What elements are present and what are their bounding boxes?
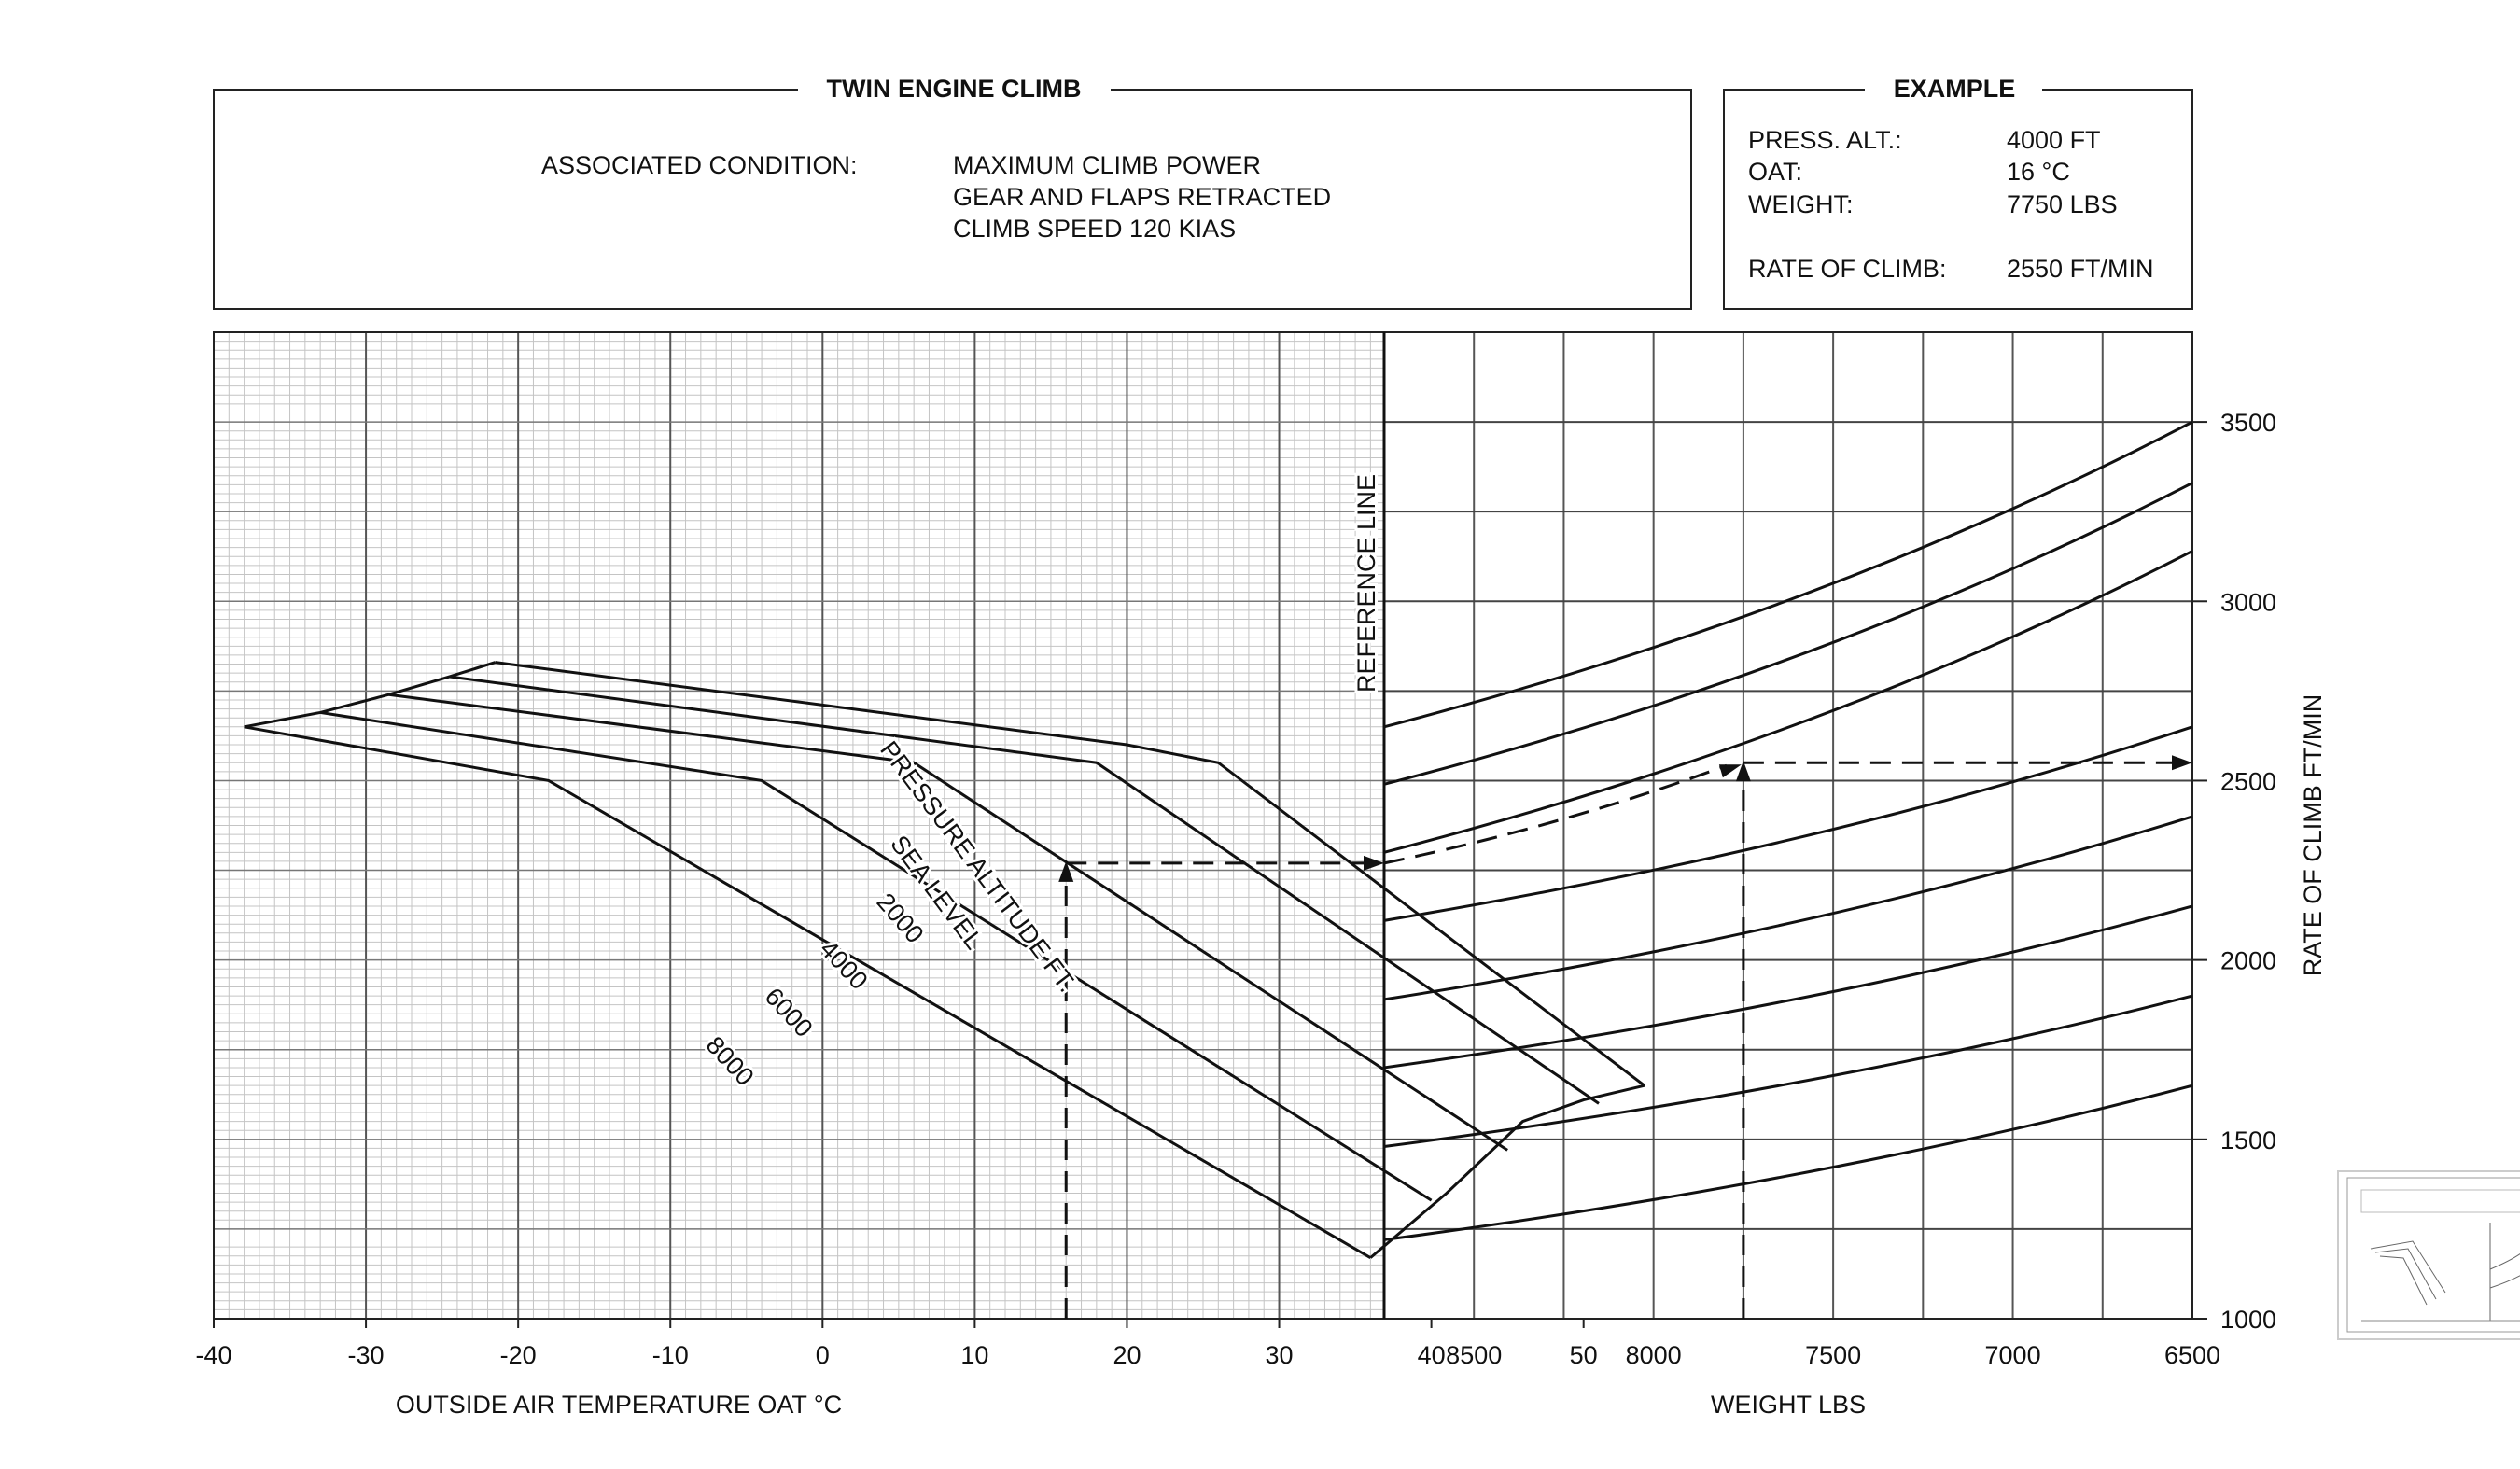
example-weight-leg <box>1383 763 1728 865</box>
curve-label-6000: 6000 <box>760 983 819 1042</box>
weight-curve-5 <box>1383 904 2193 1070</box>
x-tick-label-oat: 30 <box>1266 1341 1294 1369</box>
curve-label-8000: 8000 <box>701 1031 760 1091</box>
x-tick-label-oat: -10 <box>652 1341 689 1369</box>
altitude-curve-4 <box>244 725 1372 1259</box>
y-tick-label: 3000 <box>2220 588 2276 616</box>
y-tick-label: 2000 <box>2220 947 2276 975</box>
condition-line-1: MAXIMUM CLIMB POWER <box>953 151 1261 179</box>
y-tick-label: 1000 <box>2220 1306 2276 1334</box>
y-tick-label: 3500 <box>2220 409 2276 437</box>
x-tick-label-oat: -30 <box>348 1341 385 1369</box>
weight-curve-1 <box>1383 482 2193 786</box>
example-label-oat: OAT: <box>1748 158 1802 186</box>
x-tick-label-weight: 8000 <box>1626 1341 1682 1369</box>
example-value-rate: 2550 FT/MIN <box>2007 255 2154 283</box>
reference-line-label: REFERENCE LINE <box>1352 474 1380 693</box>
chart-grid <box>213 331 2193 1320</box>
weight-guide-curves <box>1383 420 2193 1241</box>
example-label-weight: WEIGHT: <box>1748 190 1854 218</box>
example-title: EXAMPLE <box>1894 75 2016 103</box>
example-label-press-alt: PRESS. ALT.: <box>1748 126 1902 154</box>
altitude-curve-3 <box>319 710 1433 1202</box>
x-tick-label-oat: 40 <box>1418 1341 1446 1369</box>
x-axis-title-oat: OUTSIDE AIR TEMPERATURE OAT °C <box>396 1391 842 1419</box>
example-value-oat: 16 °C <box>2007 158 2070 186</box>
example-arrow-result <box>2172 755 2192 771</box>
thumbnail-preview[interactable] <box>2337 1170 2520 1340</box>
weight-curve-4 <box>1383 815 2193 1001</box>
condition-label: ASSOCIATED CONDITION: <box>541 151 858 179</box>
chart-title: TWIN ENGINE CLIMB <box>827 75 1082 103</box>
x-tick-label-oat: -20 <box>500 1341 537 1369</box>
x-axis-title-weight: WEIGHT LBS <box>1711 1391 1866 1419</box>
example-arrow-curve <box>1718 764 1742 778</box>
plot-frame <box>213 331 2193 1320</box>
example-arrow-ref <box>1364 855 1384 871</box>
y-tick-label: 2500 <box>2220 767 2276 795</box>
weight-curve-2 <box>1383 550 2193 854</box>
y-tick-label: 1500 <box>2220 1126 2276 1154</box>
x-tick-label-oat: -40 <box>195 1341 231 1369</box>
axis-ticks: -40 -30 -20 -10 0 10 20 30 40 50 8500 8000 7500 7000 6… <box>195 409 2276 1369</box>
example-label-rate: RATE OF CLIMB: <box>1748 255 1947 283</box>
envelope-edge <box>1369 1084 1645 1259</box>
x-tick-label-weight: 8500 <box>1446 1341 1502 1369</box>
condition-line-2: GEAR AND FLAPS RETRACTED <box>953 183 1331 211</box>
x-tick-label-oat: 0 <box>816 1341 830 1369</box>
example-value-weight: 7750 LBS <box>2007 190 2118 218</box>
y-axis-title: RATE OF CLIMB FT/MIN <box>2299 694 2327 977</box>
x-tick-label-oat: 10 <box>960 1341 988 1369</box>
example-arrow-oat <box>1058 860 1074 882</box>
weight-curve-0 <box>1383 420 2193 729</box>
weight-curve-6 <box>1383 994 2193 1148</box>
weight-curve-7 <box>1383 1084 2193 1241</box>
example-path <box>1058 755 2192 1319</box>
right-panel-background <box>1385 333 2191 1318</box>
altitude-curve-2 <box>388 693 1508 1152</box>
example-arrow-weight <box>1735 761 1751 782</box>
x-tick-label-oat: 20 <box>1113 1341 1141 1369</box>
envelope-left-edge <box>244 661 497 729</box>
x-tick-label-weight: 6500 <box>2164 1341 2220 1369</box>
altitude-curve-0 <box>495 661 1645 1087</box>
condition-line-3: CLIMB SPEED 120 KIAS <box>953 215 1236 243</box>
x-tick-label-weight: 7500 <box>1805 1341 1861 1369</box>
x-tick-label-oat: 50 <box>1570 1341 1598 1369</box>
pressure-altitude-curves <box>244 661 1645 1259</box>
weight-curve-3 <box>1383 725 2193 922</box>
example-value-press-alt: 4000 FT <box>2007 126 2101 154</box>
x-tick-label-weight: 7000 <box>1985 1341 2041 1369</box>
altitude-curve-1 <box>449 675 1600 1105</box>
